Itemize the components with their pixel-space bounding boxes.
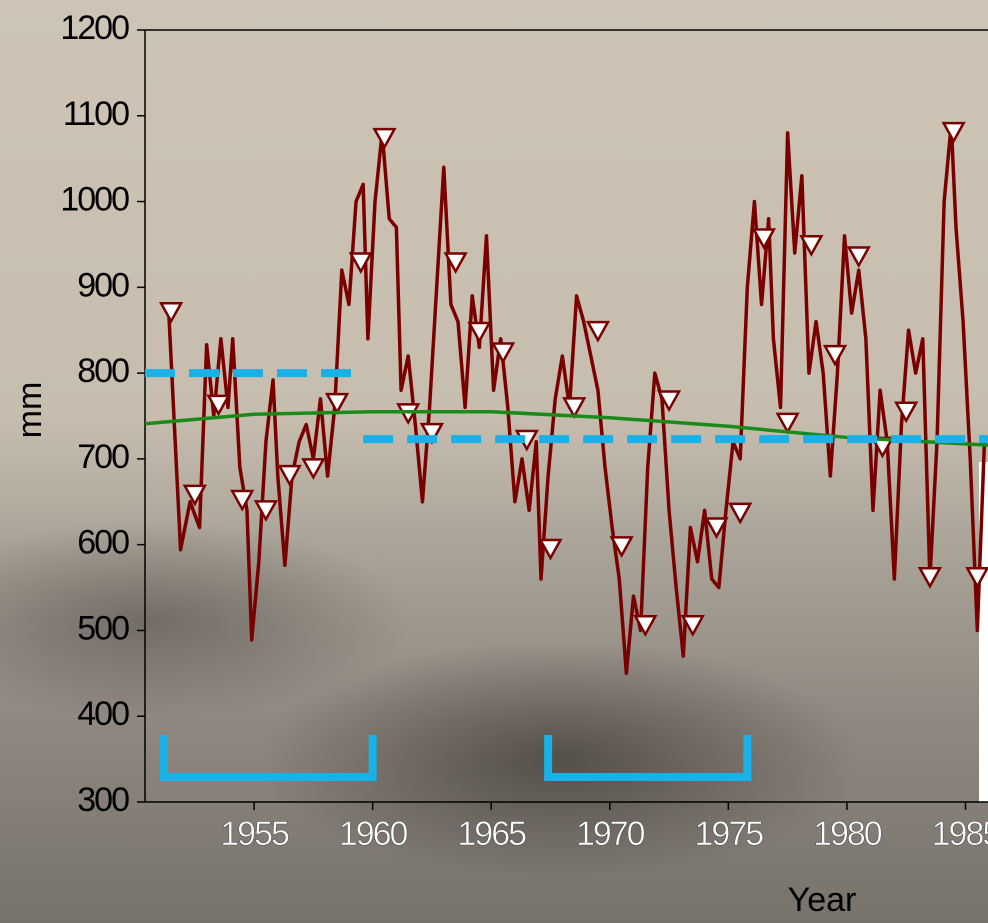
marker — [253, 500, 279, 522]
marker — [680, 615, 705, 637]
y-tick-label: 500 — [77, 609, 129, 647]
marker — [206, 394, 231, 417]
data-line — [166, 122, 987, 676]
marker — [490, 342, 516, 365]
marker — [775, 412, 800, 435]
x-tick-label: 1975 — [695, 815, 764, 853]
period-bracket — [159, 735, 377, 781]
marker — [656, 390, 682, 413]
marker — [585, 320, 611, 343]
y-tick-label: 300 — [77, 781, 129, 819]
y-tick-label: 1200 — [60, 9, 129, 47]
marker — [277, 464, 302, 487]
marker — [846, 246, 871, 269]
marker — [158, 301, 184, 324]
marker — [538, 538, 563, 561]
marker — [230, 489, 255, 512]
y-tick-label: 700 — [77, 438, 129, 476]
x-tick-label: 1965 — [457, 815, 526, 853]
y-tick-label: 1000 — [60, 181, 129, 219]
x-tick-label: 1970 — [576, 815, 645, 853]
x-axis-label: Year — [788, 881, 857, 919]
y-tick-label: 900 — [77, 266, 129, 304]
marker — [348, 252, 373, 275]
y-tick-label: 800 — [77, 352, 129, 390]
x-tick-label: 1955 — [220, 815, 289, 853]
marker — [965, 567, 988, 589]
marker — [917, 567, 943, 589]
x-tick-label: 1980 — [813, 815, 882, 853]
marker — [894, 401, 919, 424]
y-tick-label: 400 — [77, 695, 129, 733]
marker — [704, 517, 729, 540]
marker — [562, 397, 587, 419]
plot-area — [145, 121, 988, 676]
marker — [443, 252, 468, 275]
marker — [609, 536, 634, 558]
marker — [728, 502, 753, 525]
marker — [301, 458, 326, 480]
y-tick-label: 600 — [77, 524, 129, 562]
marker — [822, 344, 848, 367]
marker — [324, 392, 350, 415]
marker — [799, 235, 824, 257]
y-tick-label: 1100 — [63, 95, 129, 133]
marker — [751, 228, 777, 251]
period-bracket — [544, 735, 752, 781]
marker — [941, 121, 966, 144]
marker — [419, 422, 445, 445]
marker — [182, 484, 207, 507]
y-axis-label: mm — [11, 382, 49, 439]
marker — [467, 321, 492, 344]
x-tick-label: 1960 — [339, 815, 408, 853]
marker — [372, 127, 397, 150]
marker — [633, 615, 658, 637]
white-patch — [979, 462, 988, 802]
x-tick-label: 1985 — [932, 815, 988, 853]
